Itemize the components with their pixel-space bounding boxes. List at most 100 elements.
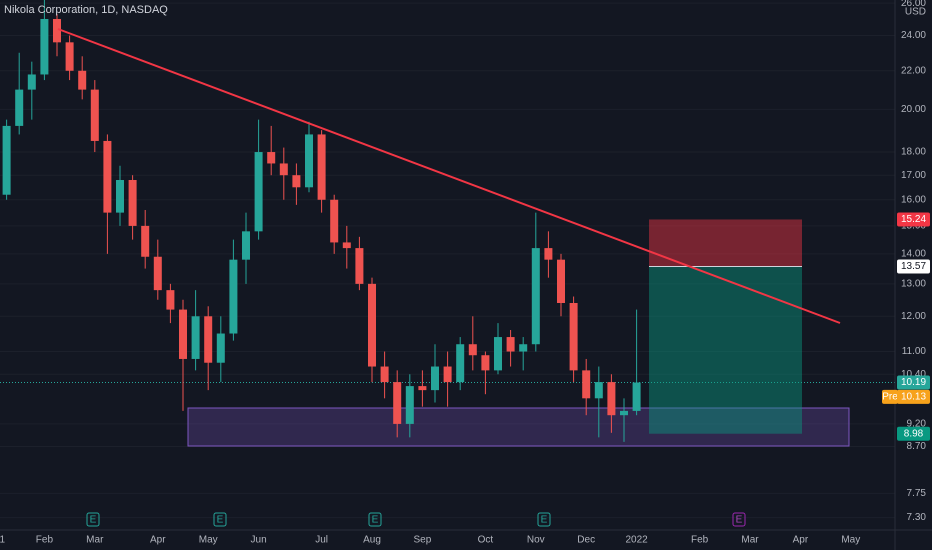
target-zone — [649, 219, 802, 267]
candle-body — [191, 316, 200, 359]
currency: USD — [905, 7, 926, 18]
candle-body — [27, 74, 36, 90]
x-tick-label: Jul — [315, 535, 328, 546]
earnings-marker: E — [372, 515, 379, 526]
earnings-marker: E — [90, 515, 97, 526]
candle-body — [582, 370, 591, 399]
y-tick-label: 12.00 — [901, 311, 926, 322]
candle-body — [431, 366, 439, 391]
candle-body — [15, 89, 24, 126]
price-tag-box — [897, 375, 930, 390]
earnings-box — [86, 512, 100, 527]
candle-body — [292, 175, 301, 188]
candle-body — [494, 337, 502, 371]
x-tick-label: Apr — [793, 535, 809, 546]
candle-body — [456, 344, 465, 383]
candle-body — [632, 382, 641, 411]
y-tick-label: 24.00 — [901, 30, 926, 41]
y-tick-label: 17.00 — [901, 170, 926, 181]
x-tick-label: Aug — [363, 535, 381, 546]
candle-body — [65, 42, 74, 71]
candle-body — [418, 386, 427, 391]
x-tick-label: May — [199, 535, 218, 546]
premarket-label: Pre — [882, 392, 898, 403]
y-tick-label: 13.00 — [901, 279, 926, 290]
candle-body — [594, 382, 603, 399]
candle-body — [153, 256, 162, 291]
y-tick-label: 11.00 — [902, 346, 927, 357]
candle-body — [305, 134, 313, 188]
candle-body — [519, 344, 528, 352]
candle-body — [279, 163, 288, 176]
candle-body — [330, 199, 339, 243]
x-tick-label: Feb — [36, 535, 54, 546]
candle-body — [78, 70, 87, 90]
candle-body — [557, 259, 565, 304]
y-tick-label: 9.20 — [907, 419, 927, 430]
x-tick-label: Feb — [691, 535, 709, 546]
y-tick-label: 7.75 — [907, 488, 927, 499]
candle-body — [53, 18, 61, 43]
candle-body — [544, 248, 553, 260]
price-tag: 15.24 — [901, 214, 926, 225]
x-tick-label: Mar — [741, 535, 759, 546]
candle-body — [569, 303, 578, 371]
x-tick-label: Jun — [251, 535, 267, 546]
price-tag: 10.19 — [901, 377, 926, 388]
candle-body — [368, 283, 376, 367]
candle-body — [267, 152, 276, 164]
price-tag-box — [897, 212, 930, 227]
support-zone — [187, 407, 850, 447]
candle-body — [405, 386, 414, 424]
candle-body — [179, 309, 187, 359]
candle-body — [468, 344, 477, 356]
candle-body — [103, 140, 112, 213]
earnings-marker: E — [736, 515, 743, 526]
x-tick-label: May — [841, 535, 860, 546]
earnings-markers: E E E E E — [86, 512, 746, 527]
candle-body — [116, 179, 124, 213]
trend-line — [57, 28, 841, 324]
price-tag: 13.57 — [901, 261, 926, 272]
candle-body — [216, 333, 225, 363]
candle-body — [254, 152, 263, 232]
premarket-price: 10.13 — [901, 392, 926, 403]
candle-body — [229, 259, 238, 334]
candle-body — [141, 225, 150, 257]
candle-body — [166, 290, 175, 310]
y-tick-label: 26.00 — [901, 0, 926, 9]
candle-body — [40, 18, 49, 75]
price-tags: 15.24 13.57 10.19 8.98 Pre 10.13 — [882, 212, 930, 441]
y-tick-label: 22.00 — [901, 65, 926, 76]
y-tick-label: 20.00 — [901, 104, 926, 115]
x-tick-label: Sep — [414, 535, 432, 546]
x-tick-label: Dec — [577, 535, 595, 546]
x-tick-label: Apr — [150, 535, 166, 546]
price-tag: 8.98 — [904, 428, 924, 439]
candle-body — [2, 125, 11, 195]
long-position — [649, 219, 802, 434]
chart-title: Nikola Corporation, 1D, NASDAQ — [4, 4, 168, 16]
candle-body — [90, 89, 99, 141]
x-tick-label: Oct — [478, 535, 494, 546]
candle-body — [607, 382, 616, 416]
premarket-label-box — [882, 389, 898, 404]
y-tick-label: 18.00 — [901, 147, 926, 158]
x-tick-label: Mar — [86, 535, 104, 546]
price-tag-box — [897, 426, 930, 441]
candle-body — [620, 410, 628, 416]
y-tick-label: 8.70 — [907, 441, 927, 452]
x-tick-label: 2021 — [0, 535, 6, 546]
y-tick-label: 14.00 — [901, 248, 926, 259]
earnings-box — [368, 512, 382, 527]
earnings-box — [537, 512, 551, 527]
candle-body — [355, 248, 364, 284]
candle-body — [443, 366, 452, 383]
candle-body — [242, 231, 250, 260]
candle-body — [380, 366, 389, 383]
stop-zone — [649, 266, 802, 434]
price-tag-box — [897, 259, 930, 274]
x-tick-label: 2022 — [625, 535, 648, 546]
